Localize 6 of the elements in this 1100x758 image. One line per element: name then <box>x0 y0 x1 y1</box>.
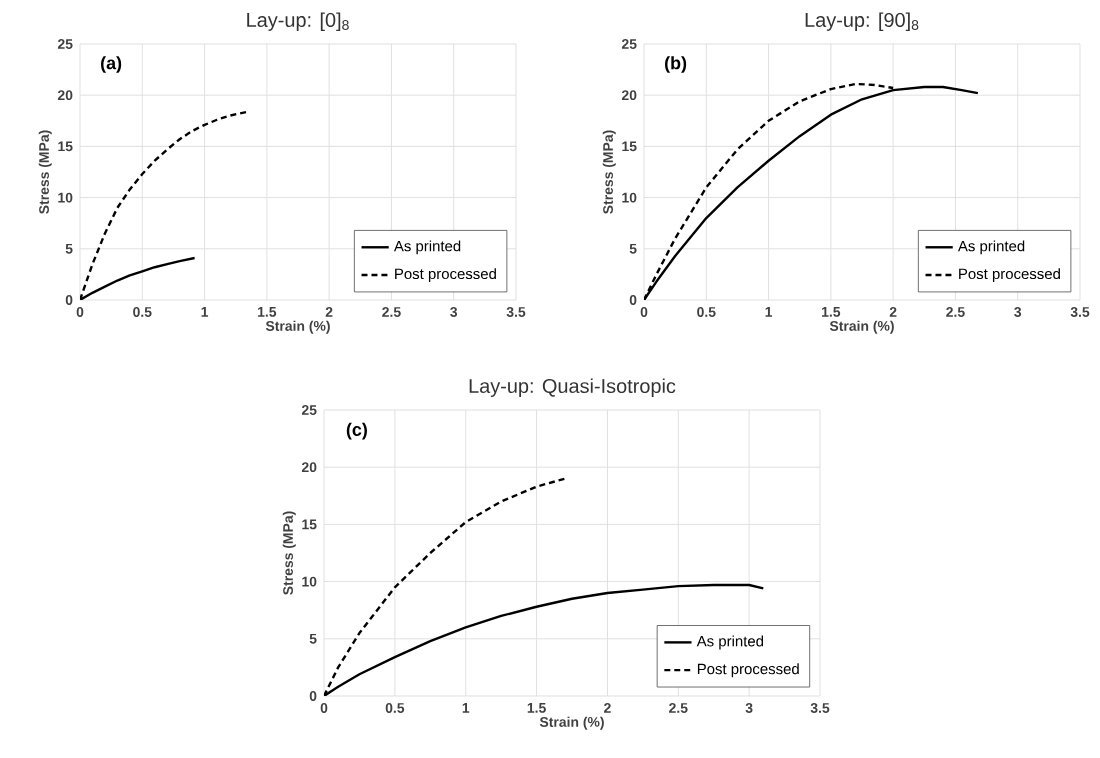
chart-title: Lay-up: [90]$_{8}$ <box>805 12 919 31</box>
chart-title: Lay-up: [0]$_{8}$ <box>247 12 349 31</box>
annotation: (b) <box>665 56 687 73</box>
annotation: (c) <box>346 422 367 440</box>
annotation: (a) <box>101 56 122 73</box>
chart-title: Lay-up: Quasi-Isotropic <box>469 378 676 397</box>
